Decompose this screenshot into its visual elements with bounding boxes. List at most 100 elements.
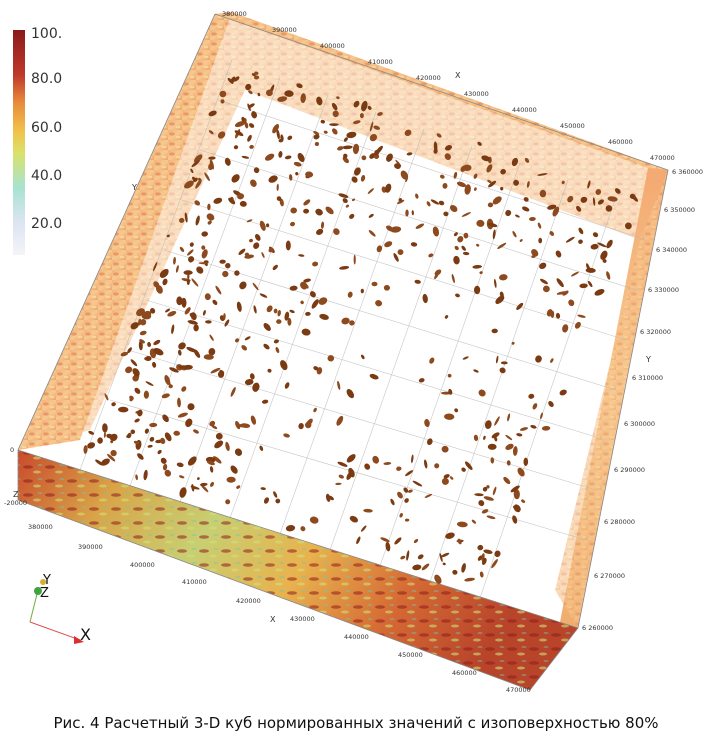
isosurface-blob: [375, 145, 383, 155]
isosurface-blob: [145, 355, 152, 362]
isosurface-blob: [532, 403, 538, 410]
isosurface-blob: [351, 198, 356, 202]
isosurface-blob: [491, 559, 498, 569]
isosurface-blob: [491, 328, 498, 334]
isosurface-blob: [517, 467, 525, 477]
isosurface-blob: [316, 228, 324, 235]
isosurface-blob: [477, 555, 483, 561]
isosurface-blob: [353, 254, 356, 265]
isosurface-blob: [521, 499, 526, 503]
isosurface-blob: [204, 293, 211, 301]
isosurface-blob: [208, 156, 216, 160]
isosurface-blob: [565, 236, 575, 243]
isosurface-blob: [555, 250, 562, 258]
isosurface-blob: [276, 183, 279, 191]
isosurface-blob: [441, 552, 450, 558]
isosurface-blob: [303, 208, 310, 214]
isosurface-blob: [139, 330, 147, 336]
y-right-tick: 6 260000: [582, 624, 613, 632]
isosurface-blob: [390, 226, 402, 233]
isosurface-blob: [259, 220, 266, 231]
colorbar-label-80: 80.0: [31, 71, 62, 87]
isosurface-blob: [219, 90, 227, 98]
y-right-tick: 6 360000: [672, 168, 703, 176]
back-wall-inner: [215, 14, 668, 240]
isosurface-blob: [250, 415, 257, 425]
isosurface-blob: [356, 536, 361, 545]
isosurface-blob: [386, 153, 393, 162]
isosurface-blob: [383, 462, 392, 465]
isosurface-blob: [284, 155, 292, 160]
isosurface-blob: [562, 324, 569, 333]
isosurface-blob: [248, 90, 253, 95]
isosurface-blob: [471, 519, 477, 524]
x-bottom-tick: 430000: [290, 615, 315, 623]
isosurface-blob: [445, 532, 455, 539]
isosurface-blob: [519, 239, 523, 242]
isosurface-blob: [484, 420, 492, 429]
isosurface-blob: [236, 301, 242, 312]
isosurface-blob: [136, 308, 145, 317]
isosurface-blob: [285, 525, 296, 532]
isosurface-blob: [164, 432, 172, 442]
isosurface-blob: [107, 453, 116, 462]
isosurface-blob: [273, 339, 279, 344]
isosurface-blob: [110, 449, 117, 457]
isosurface-blob: [361, 100, 368, 112]
isosurface-blob: [486, 515, 496, 520]
isosurface-blob: [343, 137, 348, 142]
isosurface-blob: [160, 437, 166, 445]
isosurface-blob: [201, 231, 208, 237]
isosurface-blob: [333, 228, 340, 235]
isosurface-blob: [259, 445, 264, 451]
isosurface-blob: [288, 174, 293, 181]
isosurface-blob: [137, 409, 143, 417]
isosurface-blob: [280, 134, 284, 142]
isosurface-blob: [497, 242, 507, 249]
isosurface-blob: [462, 356, 469, 360]
isosurface-blob: [177, 397, 181, 408]
isosurface-blob: [184, 307, 191, 315]
isosurface-blob: [424, 493, 433, 498]
isosurface-blob: [220, 99, 225, 104]
isosurface-blob: [149, 422, 158, 428]
isosurface-blob: [486, 164, 493, 173]
isosurface-blob: [186, 279, 190, 285]
isosurface-blob: [422, 293, 428, 304]
isosurface-blob: [406, 152, 413, 156]
isosurface-blob: [226, 476, 236, 483]
isosurface-blob: [187, 249, 194, 256]
isosurface-blob: [369, 133, 378, 142]
isosurface-blob: [183, 364, 193, 370]
isosurface-blob: [300, 281, 308, 290]
y-right-tick: 6 330000: [648, 286, 679, 294]
isosurface-blob: [246, 219, 253, 223]
isosurface-blob: [449, 205, 458, 212]
isosurface-blob: [579, 283, 588, 289]
isosurface-blob: [173, 256, 176, 265]
x-axis-name-bottom: X: [270, 615, 276, 624]
isosurface-blob: [204, 172, 210, 182]
isosurface-blob: [137, 453, 144, 460]
isosurface-blob: [397, 249, 404, 256]
isosurface-blob: [160, 457, 167, 464]
isosurface-blob: [540, 278, 548, 285]
isosurface-blob: [315, 208, 323, 216]
isosurface-blob: [184, 180, 194, 189]
x-bottom-tick: 390000: [78, 543, 103, 551]
isosurface-blob: [512, 446, 518, 456]
isosurface-blob: [164, 469, 172, 477]
isosurface-blob: [607, 196, 618, 202]
isosurface-blob: [211, 425, 218, 430]
isosurface-blob: [541, 425, 551, 431]
isosurface-blob: [325, 206, 334, 215]
isosurface-blob: [351, 176, 358, 183]
isosurface-blob: [335, 482, 342, 486]
isosurface-blob: [181, 297, 187, 308]
isosurface-blob: [173, 430, 180, 436]
isosurface-blob: [455, 293, 460, 298]
isosurface-blob: [461, 245, 466, 251]
isosurface-blob: [361, 354, 365, 360]
isosurface-blob: [206, 460, 216, 466]
isosurface-blob: [397, 199, 405, 205]
